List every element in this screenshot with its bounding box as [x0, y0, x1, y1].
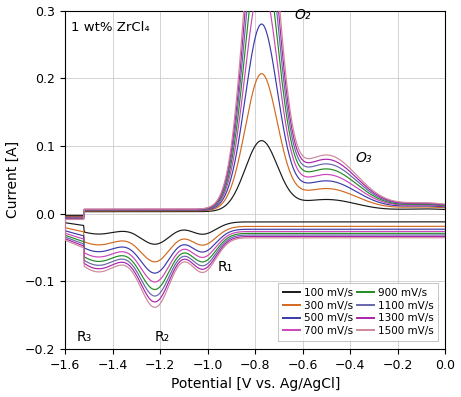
- Y-axis label: Current [A]: Current [A]: [6, 141, 19, 218]
- Text: R₃: R₃: [77, 330, 92, 344]
- Text: O₂: O₂: [295, 8, 311, 22]
- Text: 1 wt% ZrCl₄: 1 wt% ZrCl₄: [71, 21, 150, 34]
- Text: R₂: R₂: [155, 330, 170, 344]
- X-axis label: Potential [V vs. Ag/AgCl]: Potential [V vs. Ag/AgCl]: [171, 378, 340, 391]
- Legend: 100 mV/s, 300 mV/s, 500 mV/s, 700 mV/s, 900 mV/s, 1100 mV/s, 1300 mV/s, 1500 mV/: 100 mV/s, 300 mV/s, 500 mV/s, 700 mV/s, …: [278, 283, 438, 341]
- Text: O₃: O₃: [355, 151, 372, 165]
- Text: R₁: R₁: [217, 260, 232, 274]
